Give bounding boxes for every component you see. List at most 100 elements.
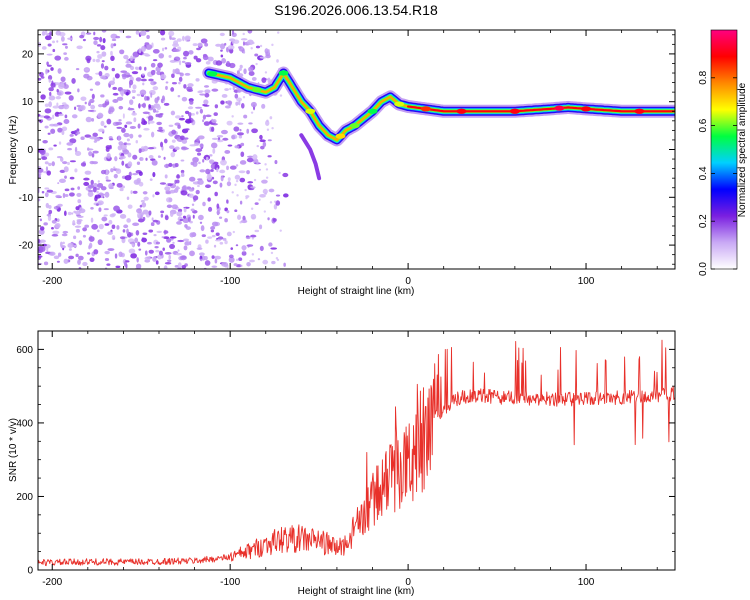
spectrogram-speckle	[98, 223, 104, 230]
spectrogram-speckle	[247, 30, 253, 34]
spectrogram-ridge-blob	[367, 108, 378, 114]
spectrogram-speckle	[60, 82, 65, 87]
spectrogram-speckle	[270, 247, 277, 250]
spectrogram-speckle	[39, 246, 46, 252]
spectrogram-speckle	[185, 128, 190, 131]
spectrogram-ridge-blob	[335, 133, 346, 139]
snr-y-tick-label: 400	[16, 418, 33, 429]
spectrogram-speckle	[49, 251, 56, 256]
spectrogram-speckle	[102, 37, 106, 44]
spectrogram-speckle	[38, 168, 44, 174]
spectrogram-speckle	[126, 218, 131, 223]
spectrogram-speckle	[46, 247, 49, 253]
spectrogram-speckle	[87, 252, 91, 255]
spectrogram-speckle	[175, 115, 181, 119]
spectrogram-speckle	[181, 35, 185, 42]
spectrogram-speckle	[96, 190, 99, 194]
spectrogram-speckle	[227, 177, 231, 182]
spectrogram-speckle	[103, 214, 108, 217]
spectrogram-speckle	[94, 194, 102, 199]
spectrogram-speckle	[142, 191, 148, 195]
spectrogram-speckle	[259, 194, 266, 198]
spectrogram-speckle	[208, 159, 215, 164]
spectrogram-speckle	[178, 81, 181, 85]
spectrogram-speckle	[198, 252, 205, 256]
spectrogram-speckle	[60, 36, 65, 42]
spectrogram-speckle	[181, 138, 188, 144]
spectrogram-ridge-blob	[251, 87, 262, 93]
spectrogram-speckle	[166, 237, 172, 243]
spectrogram-speckle	[148, 210, 152, 216]
spectrogram-speckle	[58, 178, 66, 184]
spectrogram-speckle	[195, 58, 202, 63]
spectrogram-speckle	[91, 223, 99, 230]
spectrogram-speckle	[138, 134, 142, 138]
spectrogram-speckle	[238, 257, 243, 262]
spectrogram-speckle	[138, 66, 142, 71]
spectrogram-speckle	[163, 102, 170, 106]
spectrogram-speckle	[224, 105, 231, 109]
spectrogram-y-tick-label: 20	[22, 49, 34, 60]
spectrogram-speckle	[106, 152, 111, 159]
spectrogram-speckle	[268, 188, 275, 193]
spectrogram-ridge-blob	[278, 70, 289, 76]
spectrogram-speckle	[239, 200, 243, 205]
spectrogram-speckle	[44, 30, 48, 36]
spectrogram-speckle	[229, 62, 236, 69]
spectrogram-speckle	[238, 135, 243, 139]
spectrogram-speckle	[152, 219, 159, 223]
spectrogram-speckle	[216, 167, 219, 173]
spectrogram-speckle	[126, 57, 129, 64]
spectrogram-speckle	[242, 96, 246, 99]
spectrogram-speckle	[88, 151, 93, 157]
spectrogram-speckle	[187, 88, 194, 92]
spectrogram-speckle	[141, 202, 147, 208]
spectrogram-speckle	[226, 165, 229, 171]
spectrogram-speckle	[77, 215, 84, 218]
spectrogram-speckle	[236, 194, 239, 197]
spectrogram-speckle	[76, 128, 80, 132]
spectrogram-speckle	[87, 184, 95, 189]
spectrogram-speckle	[101, 30, 107, 33]
spectrogram-speckle	[97, 54, 103, 59]
spectrogram-speckle	[44, 103, 49, 108]
spectrogram-speckle	[254, 53, 259, 57]
spectrogram-speckle	[104, 191, 110, 198]
spectrogram-speckle	[199, 143, 204, 148]
spectrogram-speckle	[91, 93, 95, 100]
spectrogram-speckle	[84, 101, 87, 105]
spectrogram-speckle	[100, 75, 107, 80]
spectrogram-speckle	[74, 168, 78, 173]
spectrogram-speckle	[129, 99, 134, 106]
spectrogram-speckle	[46, 170, 51, 176]
spectrogram-speckle	[197, 152, 202, 156]
spectrogram-speckle	[39, 149, 46, 156]
spectrogram-speckle	[220, 100, 225, 105]
spectrogram-speckle	[238, 170, 246, 174]
spectrogram-speckle	[77, 255, 84, 261]
spectrogram-speckle	[184, 35, 191, 41]
spectrogram-speckle	[180, 174, 185, 177]
spectrogram-speckle	[173, 40, 179, 46]
spectrogram-speckle	[105, 169, 109, 176]
spectrogram-speckle	[238, 67, 242, 71]
spectrogram-speckle	[189, 250, 195, 257]
spectrogram-speckle	[75, 206, 80, 211]
spectrogram-speckle	[228, 256, 235, 263]
spectrogram-speckle	[248, 66, 254, 73]
spectrogram-speckle	[239, 160, 247, 165]
spectrogram-speckle	[113, 43, 117, 47]
spectrogram-speckle	[83, 73, 90, 79]
spectrogram-speckle	[49, 91, 52, 97]
spectrogram-speckle	[192, 214, 195, 219]
spectrogram-speckle	[240, 151, 245, 158]
spectrogram-speckle	[202, 119, 205, 123]
spectrogram-speckle	[211, 137, 219, 141]
spectrogram-speckle	[125, 74, 133, 77]
spectrogram-speckle	[110, 43, 114, 49]
spectrogram-speckle	[53, 144, 57, 147]
spectrogram-speckle	[138, 47, 142, 54]
spectrogram-speckle	[96, 44, 102, 47]
spectrogram-speckle	[210, 169, 214, 172]
spectrogram-speckle	[231, 134, 236, 140]
